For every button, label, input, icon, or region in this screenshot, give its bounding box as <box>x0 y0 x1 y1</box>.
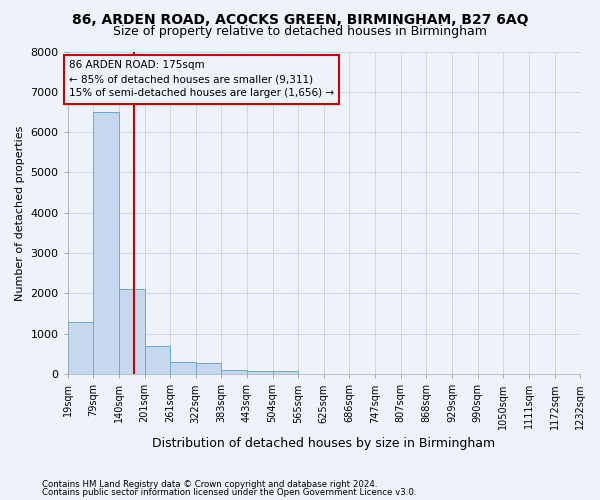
Bar <box>145 346 170 374</box>
Bar <box>119 290 145 374</box>
Text: 86 ARDEN ROAD: 175sqm
← 85% of detached houses are smaller (9,311)
15% of semi-d: 86 ARDEN ROAD: 175sqm ← 85% of detached … <box>69 60 334 98</box>
Bar <box>196 363 221 374</box>
Bar <box>247 371 272 374</box>
Text: 86, ARDEN ROAD, ACOCKS GREEN, BIRMINGHAM, B27 6AQ: 86, ARDEN ROAD, ACOCKS GREEN, BIRMINGHAM… <box>72 12 528 26</box>
Bar <box>68 322 93 374</box>
Text: Size of property relative to detached houses in Birmingham: Size of property relative to detached ho… <box>113 25 487 38</box>
Bar <box>93 112 119 374</box>
Bar <box>272 371 298 374</box>
X-axis label: Distribution of detached houses by size in Birmingham: Distribution of detached houses by size … <box>152 437 496 450</box>
Y-axis label: Number of detached properties: Number of detached properties <box>15 125 25 300</box>
Bar <box>170 362 196 374</box>
Text: Contains public sector information licensed under the Open Government Licence v3: Contains public sector information licen… <box>42 488 416 497</box>
Bar <box>221 370 247 374</box>
Text: Contains HM Land Registry data © Crown copyright and database right 2024.: Contains HM Land Registry data © Crown c… <box>42 480 377 489</box>
